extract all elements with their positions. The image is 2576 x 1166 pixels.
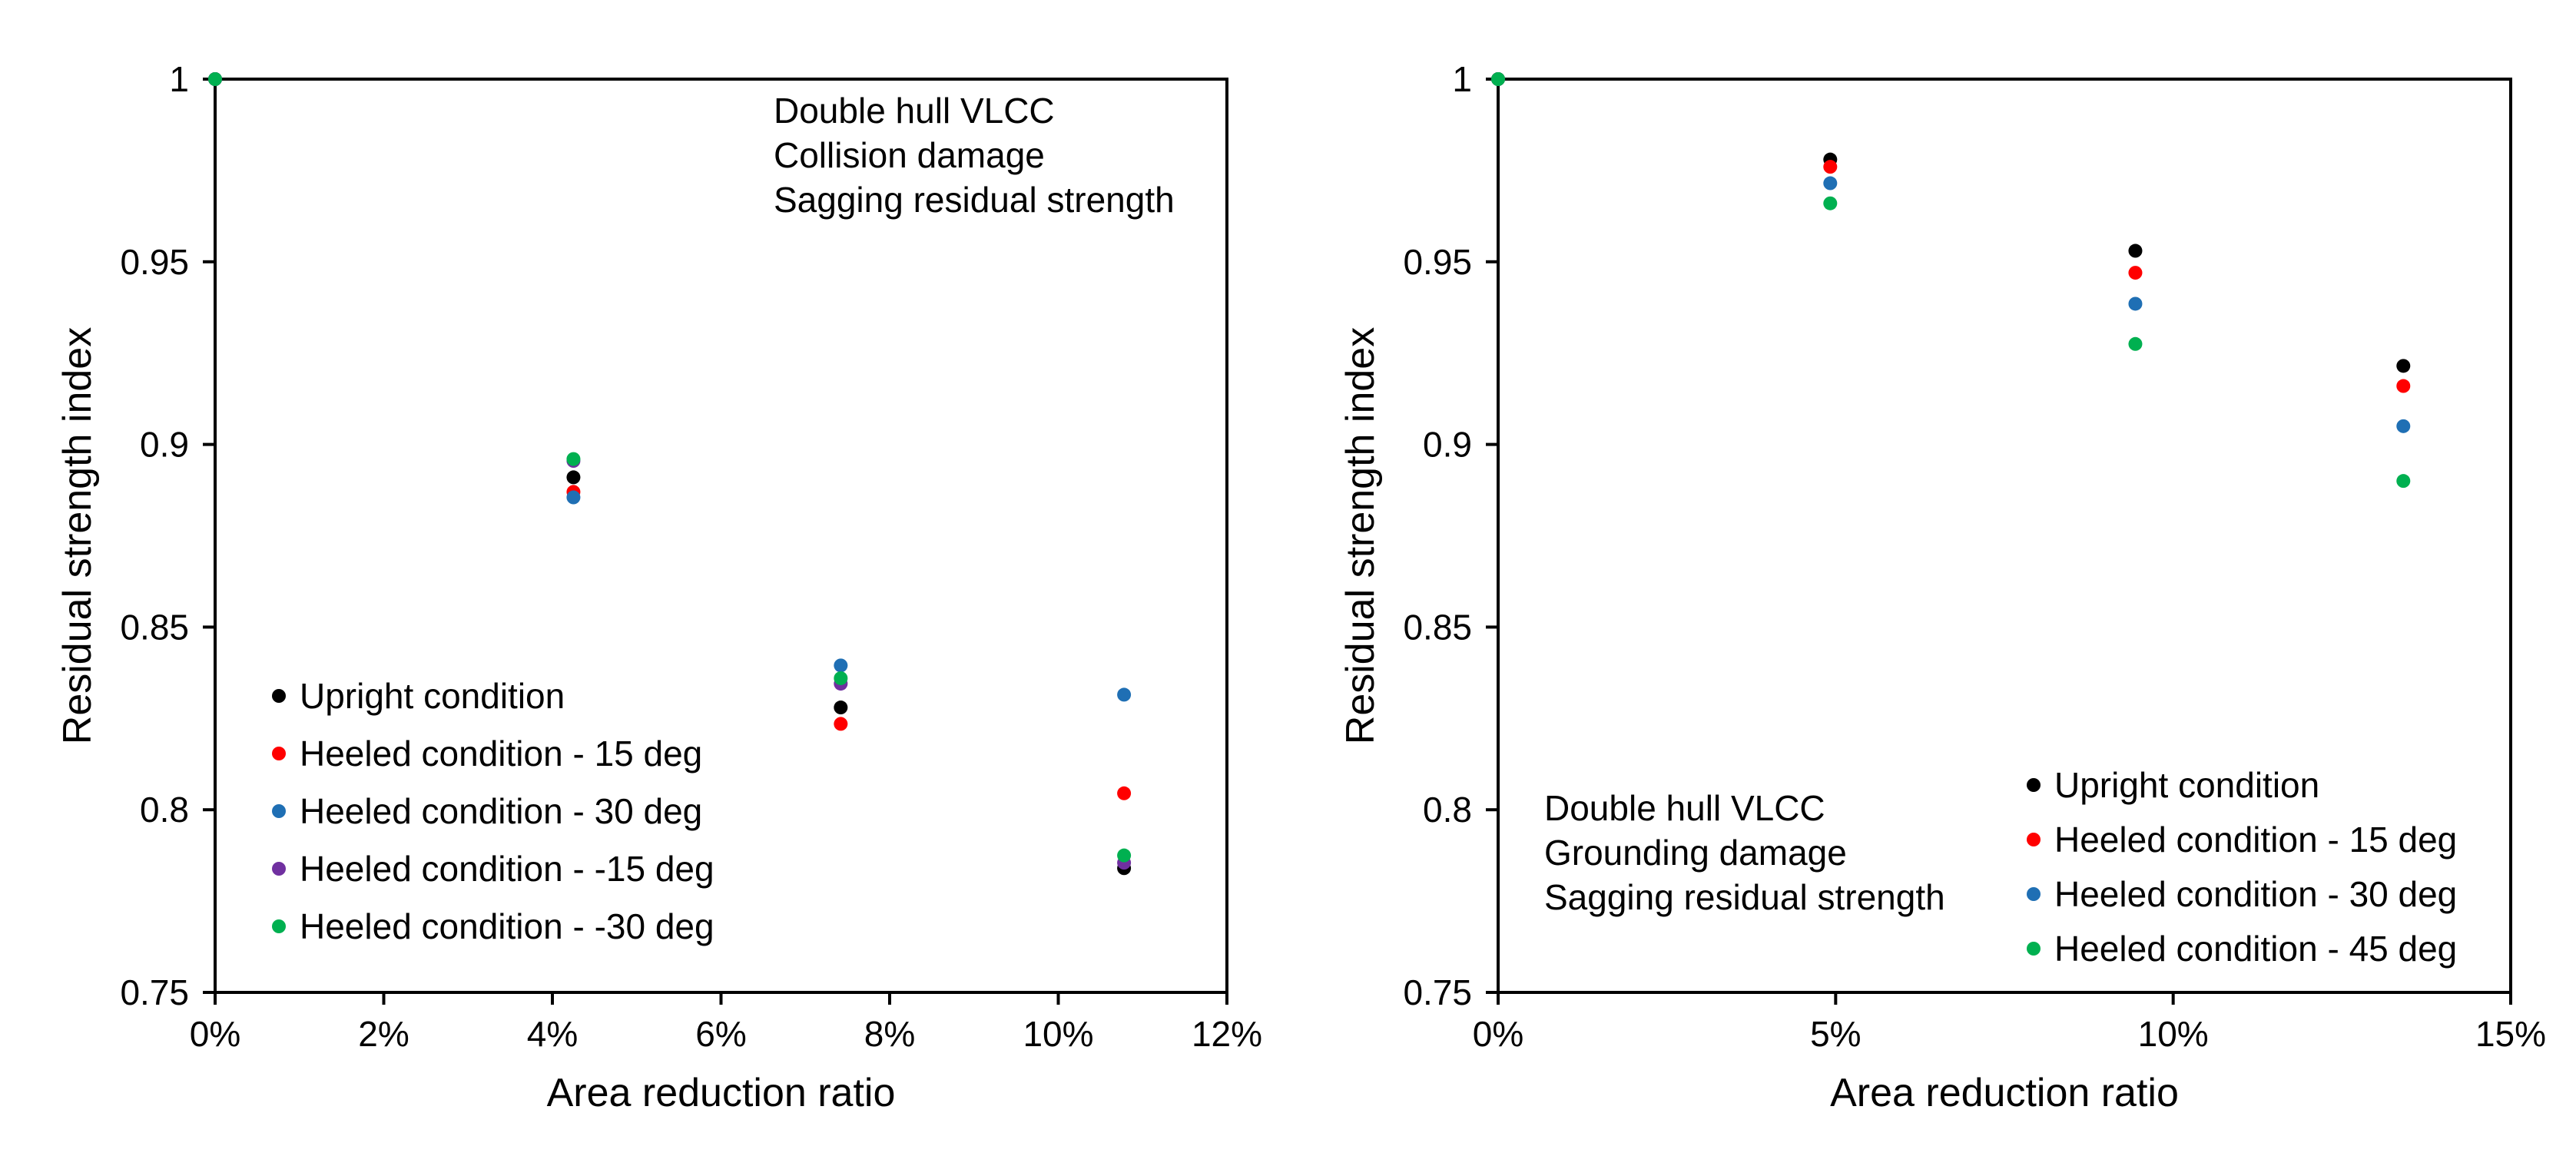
data-point xyxy=(2396,379,2411,393)
legend-label: Upright condition xyxy=(2054,765,2319,805)
legend-label: Heeled condition - -15 deg xyxy=(300,849,714,889)
legend-marker xyxy=(272,747,286,760)
annotation-line: Grounding damage xyxy=(1544,833,1847,873)
legend-label: Heeled condition - 30 deg xyxy=(2054,874,2457,914)
y-tick-label: 0.9 xyxy=(1423,425,1472,465)
legend-marker xyxy=(2027,833,2041,846)
x-tick-label: 8% xyxy=(864,1014,915,1054)
y-tick-label: 0.85 xyxy=(120,607,189,647)
x-tick-label: 6% xyxy=(695,1014,746,1054)
y-tick-label: 0.75 xyxy=(120,972,189,1012)
data-point xyxy=(834,717,848,731)
legend-marker xyxy=(272,689,286,703)
y-tick-label: 0.9 xyxy=(140,425,189,465)
data-point xyxy=(834,701,848,715)
y-tick-label: 0.8 xyxy=(140,790,189,830)
data-point xyxy=(2128,336,2143,351)
data-point xyxy=(566,470,581,485)
x-tick-label: 0% xyxy=(190,1014,240,1054)
y-tick-label: 1 xyxy=(1452,59,1472,99)
data-point xyxy=(834,671,848,685)
x-tick-label: 15% xyxy=(2475,1014,2546,1054)
legend-marker xyxy=(2027,887,2041,901)
data-point xyxy=(1823,176,1838,190)
data-point xyxy=(566,452,581,466)
data-point xyxy=(2128,266,2143,280)
data-point xyxy=(208,72,222,86)
x-axis-title: Area reduction ratio xyxy=(1830,1071,2179,1115)
x-tick-label: 5% xyxy=(1810,1014,1861,1054)
legend-label: Heeled condition - 30 deg xyxy=(300,791,702,831)
legend-marker xyxy=(2027,942,2041,956)
x-tick-label: 10% xyxy=(1023,1014,1093,1054)
collision-damage-chart: 0% 2% 4% 6% 8% 10% 12% 0.75 0.8 0.85 0.9 0.95 1 Area … xyxy=(55,59,1262,1115)
data-point xyxy=(1117,687,1132,702)
annotation-line: Sagging residual strength xyxy=(774,180,1175,220)
x-tick-label: 0% xyxy=(1473,1014,1523,1054)
legend-label: Heeled condition - 15 deg xyxy=(2054,820,2457,860)
data-point xyxy=(566,490,581,505)
y-tick-label: 0.75 xyxy=(1403,972,1472,1012)
x-tick-label: 12% xyxy=(1192,1014,1262,1054)
x-tick-label: 4% xyxy=(527,1014,578,1054)
legend-marker xyxy=(272,804,286,818)
grounding-damage-chart: 0% 5% 10% 15% 0.75 0.8 0.85 0.9 0.95 1 Area reduct… xyxy=(1338,59,2546,1115)
y-tick-label: 1 xyxy=(169,59,189,99)
x-axis-title: Area reduction ratio xyxy=(547,1071,896,1115)
data-point xyxy=(2396,474,2411,489)
legend-label: Heeled condition - 15 deg xyxy=(300,734,702,773)
y-tick-label: 0.95 xyxy=(120,242,189,282)
data-point xyxy=(2396,419,2411,433)
legend-label: Heeled condition - -30 deg xyxy=(300,906,714,946)
legend-label: Upright condition xyxy=(300,676,565,716)
legend-label: Heeled condition - 45 deg xyxy=(2054,929,2457,969)
annotation-line: Double hull VLCC xyxy=(1544,788,1825,828)
legend-marker xyxy=(2027,778,2041,792)
annotation-line: Double hull VLCC xyxy=(774,91,1055,131)
y-tick-label: 0.8 xyxy=(1423,790,1472,830)
data-point xyxy=(1823,160,1838,174)
data-point xyxy=(1491,72,1505,86)
data-point xyxy=(1823,196,1838,210)
data-point xyxy=(2128,296,2143,311)
annotation-line: Sagging residual strength xyxy=(1544,877,1945,917)
data-point xyxy=(1117,848,1132,863)
plot-frame xyxy=(1497,78,2512,994)
data-point xyxy=(2128,243,2143,258)
y-axis-title: Residual strength index xyxy=(55,327,100,744)
data-point xyxy=(2396,359,2411,373)
x-tick-label: 2% xyxy=(358,1014,409,1054)
y-tick-label: 0.85 xyxy=(1403,607,1472,647)
y-axis-title: Residual strength index xyxy=(1338,327,1383,744)
data-point xyxy=(1117,786,1132,800)
data-point xyxy=(834,658,848,673)
annotation-line: Collision damage xyxy=(774,135,1045,175)
x-tick-label: 10% xyxy=(2138,1014,2209,1054)
legend-marker xyxy=(272,919,286,933)
y-tick-label: 0.95 xyxy=(1403,242,1472,282)
legend-marker xyxy=(272,862,286,876)
